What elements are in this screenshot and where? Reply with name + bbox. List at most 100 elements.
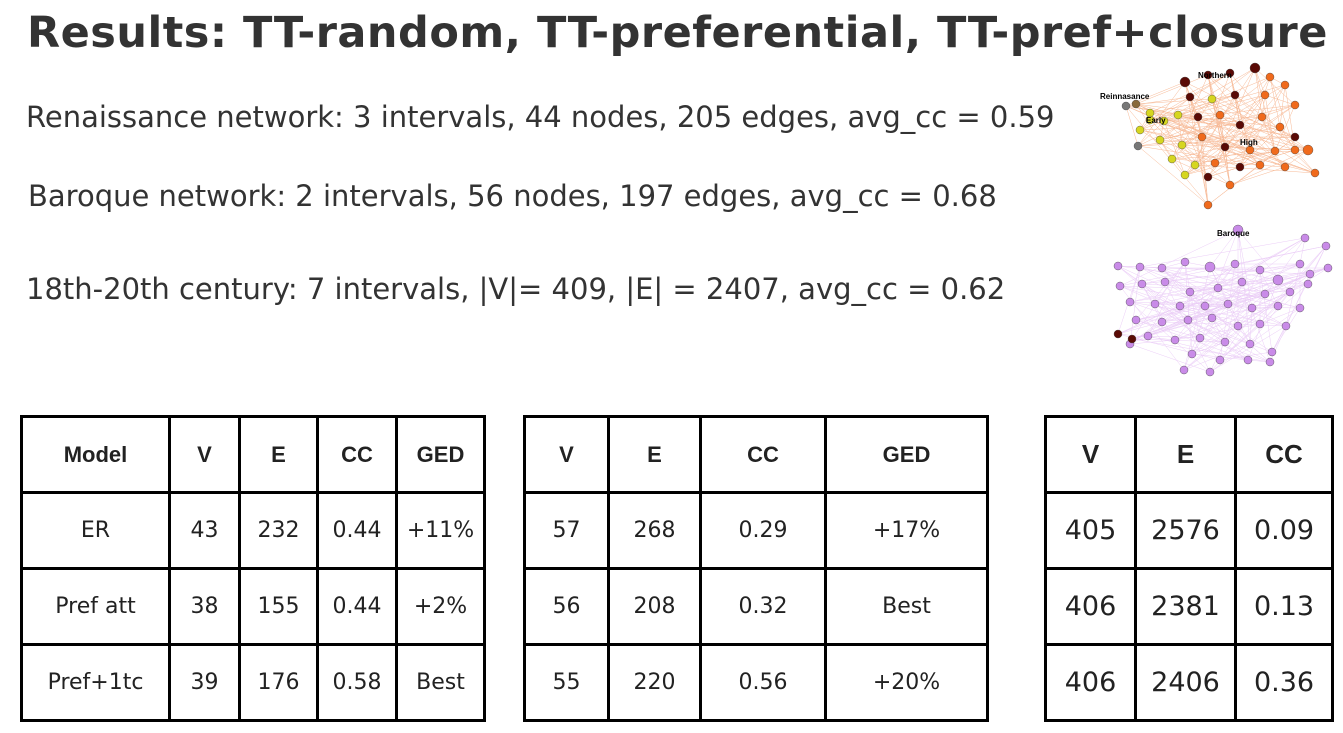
network-node — [1303, 279, 1313, 289]
network-node — [1281, 321, 1291, 331]
network-edge — [1119, 229, 1239, 287]
network-edge — [1159, 94, 1266, 141]
network-edge — [1147, 261, 1186, 337]
table-row: ER 43 232 0.44 +11% — [20, 491, 486, 570]
network-node — [1203, 172, 1213, 182]
network-node — [1200, 301, 1210, 311]
network-node — [1321, 241, 1331, 251]
network-label-early: Early — [1146, 116, 1166, 125]
network-node — [1275, 122, 1285, 132]
network-edge — [1209, 229, 1239, 268]
network-label-reinnasance: Reinnasance — [1100, 92, 1150, 101]
network-edge — [1187, 319, 1226, 343]
network-node — [1160, 277, 1170, 287]
network-edge — [1129, 263, 1301, 303]
table-cell: 0.36 — [1234, 643, 1334, 722]
network-edge — [1154, 303, 1189, 321]
network-node — [1179, 365, 1189, 375]
network-edge — [1207, 166, 1241, 178]
network-node — [1233, 321, 1243, 331]
network-edge — [1139, 129, 1196, 166]
table-cell: 39 — [168, 643, 241, 722]
network-edge — [1135, 98, 1213, 105]
column-header: E — [1134, 415, 1237, 494]
network-node — [1235, 120, 1245, 130]
network-edge — [1181, 126, 1281, 146]
network-node — [1290, 132, 1300, 142]
network-edge — [1204, 279, 1279, 307]
table-cell: 57 — [523, 491, 610, 570]
network-edge — [1229, 72, 1316, 174]
network-edge — [1269, 76, 1296, 151]
network-edge — [1191, 303, 1229, 355]
table-cell: 405 — [1044, 491, 1137, 570]
network-node — [1249, 62, 1261, 74]
table-cell: +2% — [395, 567, 486, 646]
network-edge — [1135, 319, 1249, 361]
network-edge — [1209, 307, 1301, 373]
network-node — [1213, 283, 1223, 293]
table-cell: 268 — [607, 491, 702, 570]
network-edge — [1149, 119, 1196, 166]
network-edge — [1189, 96, 1209, 206]
network-node — [1225, 68, 1235, 78]
network-node — [1232, 224, 1244, 236]
network-node — [1215, 110, 1225, 120]
network-edge — [1171, 146, 1226, 160]
renaissance-network-image: Northern Reinnasance Early High — [1100, 62, 1320, 210]
network-edge — [1217, 263, 1236, 289]
network-edge — [1174, 283, 1309, 341]
table-cell: 0.29 — [699, 491, 827, 570]
network-node — [1207, 94, 1217, 104]
network-edge — [1234, 94, 1241, 126]
network-edge — [1214, 150, 1276, 164]
network-edge — [1161, 283, 1309, 323]
network-node — [1185, 287, 1195, 297]
table-header-row: Model V E CC GED — [20, 415, 486, 494]
column-header: V — [168, 415, 241, 494]
network-node — [1257, 112, 1267, 122]
network-edge — [1261, 116, 1276, 152]
network-edge — [1164, 281, 1279, 307]
network-edge — [1261, 104, 1296, 118]
network-node — [1125, 297, 1135, 307]
network-edge — [1207, 126, 1281, 178]
network-node — [1115, 281, 1125, 291]
network-edge — [1204, 305, 1271, 363]
network-edge — [1207, 74, 1221, 116]
renaissance-results-table: Model V E CC GED ER 43 232 0.44 +11% Pre… — [20, 415, 486, 722]
network-edge — [1137, 81, 1186, 147]
network-edge — [1199, 337, 1226, 343]
network-edge — [1135, 303, 1229, 321]
network-node — [1145, 115, 1155, 125]
network-node — [1173, 110, 1183, 120]
network-edge — [1131, 261, 1186, 340]
network-node — [1302, 144, 1314, 156]
network-edge — [1154, 303, 1201, 339]
network-edge — [1271, 245, 1327, 353]
table-header-row: V E CC GED — [523, 415, 989, 494]
network-edge — [1249, 291, 1291, 345]
network-edge — [1177, 114, 1241, 168]
column-header: CC — [699, 415, 827, 494]
network-edge — [1141, 283, 1221, 361]
network-edge — [1227, 281, 1243, 305]
network-node — [1290, 100, 1300, 110]
network-node — [1175, 301, 1185, 311]
network-node — [1159, 116, 1169, 126]
network-edge — [1194, 124, 1241, 166]
network-node — [1243, 355, 1253, 365]
network-node — [1267, 347, 1277, 357]
network-node — [1230, 90, 1240, 100]
network-edge — [1183, 325, 1239, 371]
column-header: E — [607, 415, 702, 494]
column-header: CC — [1234, 415, 1334, 494]
network-edge — [1224, 146, 1286, 168]
network-edge — [1217, 287, 1301, 309]
century-results-table: V E CC 405 2576 0.09 406 2381 0.13 406 2… — [1044, 415, 1334, 722]
network-node — [1121, 101, 1131, 111]
network-edge — [1214, 104, 1296, 164]
table-cell: 2406 — [1134, 643, 1237, 722]
network-edge — [1227, 273, 1311, 305]
network-node — [1137, 279, 1147, 289]
